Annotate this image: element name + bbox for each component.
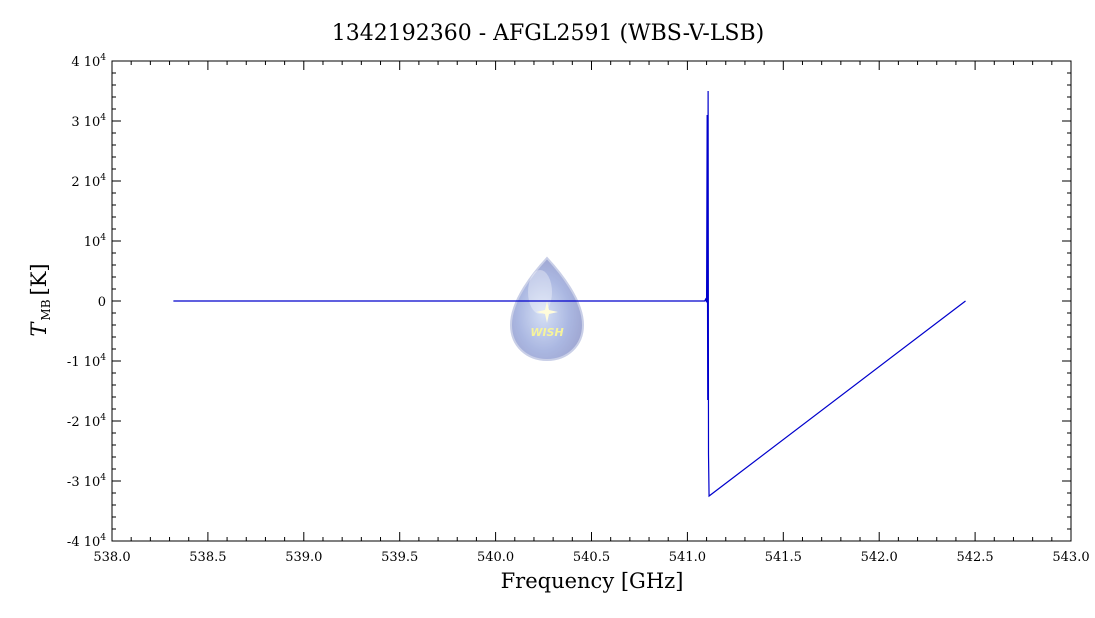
series-line (173, 90, 966, 498)
x-tick-label: 541.5 (765, 550, 802, 565)
chart-title: 1342192360 - AFGL2591 (WBS-V-LSB) (332, 21, 765, 46)
x-tick-label: 541.0 (669, 550, 706, 565)
x-tick-label: 539.0 (285, 550, 322, 565)
y-tick-label: 3 104 (71, 113, 106, 130)
x-tick-label: 542.5 (956, 550, 993, 565)
y-axis-label: TMB [K] (27, 263, 53, 336)
y-tick-label: -1 104 (67, 353, 106, 370)
y-tick-label: 0 (98, 295, 106, 310)
x-tick-labels: 538.0 538.5 539.0 539.5 540.0 540.5 541.0 541.5… (93, 550, 1089, 565)
y-tick-label: -3 104 (67, 473, 106, 490)
y-tick-label: -2 104 (67, 413, 106, 430)
series-layer (173, 90, 966, 498)
y-tick-label: 104 (84, 233, 107, 250)
x-axis-label: Frequency [GHz] (501, 569, 684, 593)
x-tick-label: 540.5 (573, 550, 610, 565)
y-axis-label-main: T (27, 321, 51, 337)
x-tick-label: 543.0 (1052, 550, 1089, 565)
y-axis-label-unit: [K] (27, 263, 51, 295)
x-tick-label: 539.5 (381, 550, 418, 565)
y-tick-label: 4 104 (71, 53, 106, 70)
droplet-highlight (528, 270, 552, 314)
y-tick-label: 2 104 (71, 173, 106, 190)
wish-logo: WISH (509, 256, 585, 362)
y-tick-labels: 4 104 3 104 2 104 104 0 -1 104 -2 104 -3 104 -4 … (67, 53, 106, 550)
svg-text:TMB[K]: TMB [K] (27, 263, 53, 336)
wish-logo-text: WISH (530, 326, 563, 339)
y-tick-label: -4 104 (67, 533, 106, 550)
x-tick-label: 542.0 (861, 550, 898, 565)
axis-ticks (111, 60, 1072, 542)
x-tick-label: 540.0 (477, 550, 514, 565)
x-tick-label: 538.0 (93, 550, 130, 565)
star-icon (536, 301, 558, 323)
x-tick-label: 538.5 (189, 550, 226, 565)
y-axis-label-sub: MB (39, 299, 53, 320)
